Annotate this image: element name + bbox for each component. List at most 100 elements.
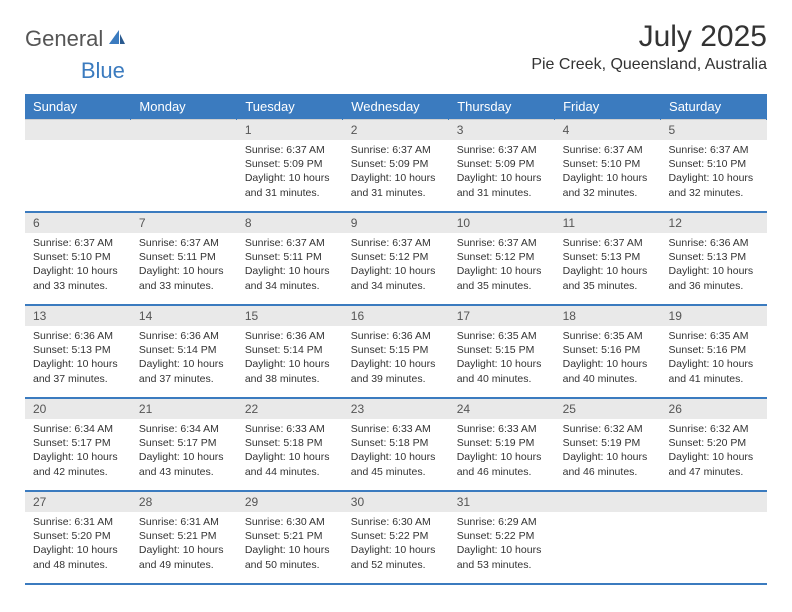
day-number: 11 [555, 213, 661, 233]
day-cell: Sunrise: 6:31 AMSunset: 5:21 PMDaylight:… [131, 512, 237, 584]
day-cell: Sunrise: 6:34 AMSunset: 5:17 PMDaylight:… [25, 419, 131, 491]
day-number-cell: 24 [449, 398, 555, 419]
day-content: Sunrise: 6:33 AMSunset: 5:18 PMDaylight:… [237, 419, 343, 485]
day-content [555, 512, 661, 535]
day-number: 5 [661, 120, 767, 140]
day-content: Sunrise: 6:34 AMSunset: 5:17 PMDaylight:… [25, 419, 131, 485]
week-daynum-row: 6789101112 [25, 212, 767, 233]
day-header: Saturday [661, 94, 767, 120]
day-number: 4 [555, 120, 661, 140]
day-number [661, 492, 767, 512]
day-cell: Sunrise: 6:33 AMSunset: 5:18 PMDaylight:… [237, 419, 343, 491]
day-number-cell: 17 [449, 305, 555, 326]
day-content: Sunrise: 6:32 AMSunset: 5:19 PMDaylight:… [555, 419, 661, 485]
day-cell: Sunrise: 6:31 AMSunset: 5:20 PMDaylight:… [25, 512, 131, 584]
day-cell: Sunrise: 6:37 AMSunset: 5:10 PMDaylight:… [25, 233, 131, 305]
day-number-cell: 29 [237, 491, 343, 512]
day-content: Sunrise: 6:35 AMSunset: 5:16 PMDaylight:… [661, 326, 767, 392]
day-cell: Sunrise: 6:30 AMSunset: 5:21 PMDaylight:… [237, 512, 343, 584]
day-cell [25, 140, 131, 212]
day-cell: Sunrise: 6:30 AMSunset: 5:22 PMDaylight:… [343, 512, 449, 584]
day-number: 29 [237, 492, 343, 512]
day-number-cell: 9 [343, 212, 449, 233]
day-header: Thursday [449, 94, 555, 120]
page-title: July 2025 [531, 20, 767, 54]
day-cell: Sunrise: 6:32 AMSunset: 5:20 PMDaylight:… [661, 419, 767, 491]
header-right: July 2025 Pie Creek, Queensland, Austral… [531, 20, 767, 74]
day-content: Sunrise: 6:37 AMSunset: 5:12 PMDaylight:… [449, 233, 555, 299]
day-content: Sunrise: 6:35 AMSunset: 5:16 PMDaylight:… [555, 326, 661, 392]
day-content: Sunrise: 6:34 AMSunset: 5:17 PMDaylight:… [131, 419, 237, 485]
day-content: Sunrise: 6:37 AMSunset: 5:11 PMDaylight:… [237, 233, 343, 299]
week-content-row: Sunrise: 6:36 AMSunset: 5:13 PMDaylight:… [25, 326, 767, 398]
day-number-cell: 8 [237, 212, 343, 233]
day-number: 8 [237, 213, 343, 233]
week-content-row: Sunrise: 6:37 AMSunset: 5:10 PMDaylight:… [25, 233, 767, 305]
day-content [25, 140, 131, 163]
day-header: Friday [555, 94, 661, 120]
day-number-cell: 26 [661, 398, 767, 419]
day-cell: Sunrise: 6:37 AMSunset: 5:10 PMDaylight:… [555, 140, 661, 212]
day-number-cell: 7 [131, 212, 237, 233]
day-number-cell: 21 [131, 398, 237, 419]
brand-sail-icon [107, 28, 127, 51]
day-number: 13 [25, 306, 131, 326]
day-number: 26 [661, 399, 767, 419]
day-content: Sunrise: 6:33 AMSunset: 5:18 PMDaylight:… [343, 419, 449, 485]
week-daynum-row: 13141516171819 [25, 305, 767, 326]
day-number-cell: 18 [555, 305, 661, 326]
day-number: 23 [343, 399, 449, 419]
day-number-cell: 20 [25, 398, 131, 419]
day-cell: Sunrise: 6:37 AMSunset: 5:11 PMDaylight:… [131, 233, 237, 305]
day-number-cell: 14 [131, 305, 237, 326]
brand-text-general: General [25, 26, 103, 52]
day-cell: Sunrise: 6:37 AMSunset: 5:09 PMDaylight:… [343, 140, 449, 212]
day-cell: Sunrise: 6:36 AMSunset: 5:13 PMDaylight:… [25, 326, 131, 398]
day-number: 19 [661, 306, 767, 326]
day-content: Sunrise: 6:36 AMSunset: 5:13 PMDaylight:… [661, 233, 767, 299]
day-number: 17 [449, 306, 555, 326]
day-content: Sunrise: 6:37 AMSunset: 5:09 PMDaylight:… [237, 140, 343, 206]
week-daynum-row: 12345 [25, 120, 767, 141]
day-number-cell: 22 [237, 398, 343, 419]
day-number: 15 [237, 306, 343, 326]
day-number: 31 [449, 492, 555, 512]
day-number-cell [661, 491, 767, 512]
day-content: Sunrise: 6:32 AMSunset: 5:20 PMDaylight:… [661, 419, 767, 485]
week-content-row: Sunrise: 6:31 AMSunset: 5:20 PMDaylight:… [25, 512, 767, 584]
day-cell: Sunrise: 6:36 AMSunset: 5:13 PMDaylight:… [661, 233, 767, 305]
day-content: Sunrise: 6:37 AMSunset: 5:10 PMDaylight:… [555, 140, 661, 206]
day-number: 16 [343, 306, 449, 326]
day-number: 21 [131, 399, 237, 419]
day-content [131, 140, 237, 163]
day-number-cell: 28 [131, 491, 237, 512]
day-cell: Sunrise: 6:34 AMSunset: 5:17 PMDaylight:… [131, 419, 237, 491]
day-content: Sunrise: 6:36 AMSunset: 5:15 PMDaylight:… [343, 326, 449, 392]
day-number-cell: 25 [555, 398, 661, 419]
day-number-cell: 10 [449, 212, 555, 233]
day-content: Sunrise: 6:36 AMSunset: 5:14 PMDaylight:… [237, 326, 343, 392]
day-content: Sunrise: 6:37 AMSunset: 5:12 PMDaylight:… [343, 233, 449, 299]
week-content-row: Sunrise: 6:34 AMSunset: 5:17 PMDaylight:… [25, 419, 767, 491]
day-number-cell: 16 [343, 305, 449, 326]
day-number-cell: 1 [237, 120, 343, 141]
day-number: 25 [555, 399, 661, 419]
day-content: Sunrise: 6:37 AMSunset: 5:09 PMDaylight:… [343, 140, 449, 206]
day-number: 20 [25, 399, 131, 419]
day-cell: Sunrise: 6:37 AMSunset: 5:13 PMDaylight:… [555, 233, 661, 305]
day-content: Sunrise: 6:33 AMSunset: 5:19 PMDaylight:… [449, 419, 555, 485]
day-cell: Sunrise: 6:35 AMSunset: 5:16 PMDaylight:… [555, 326, 661, 398]
day-number-cell: 31 [449, 491, 555, 512]
day-number: 18 [555, 306, 661, 326]
day-content: Sunrise: 6:36 AMSunset: 5:13 PMDaylight:… [25, 326, 131, 392]
day-number: 12 [661, 213, 767, 233]
day-number: 9 [343, 213, 449, 233]
day-number-cell: 6 [25, 212, 131, 233]
day-cell: Sunrise: 6:37 AMSunset: 5:12 PMDaylight:… [343, 233, 449, 305]
day-number [131, 120, 237, 140]
day-number-cell: 23 [343, 398, 449, 419]
day-content: Sunrise: 6:30 AMSunset: 5:22 PMDaylight:… [343, 512, 449, 578]
day-number-cell: 2 [343, 120, 449, 141]
day-content: Sunrise: 6:37 AMSunset: 5:10 PMDaylight:… [25, 233, 131, 299]
day-number-cell: 11 [555, 212, 661, 233]
